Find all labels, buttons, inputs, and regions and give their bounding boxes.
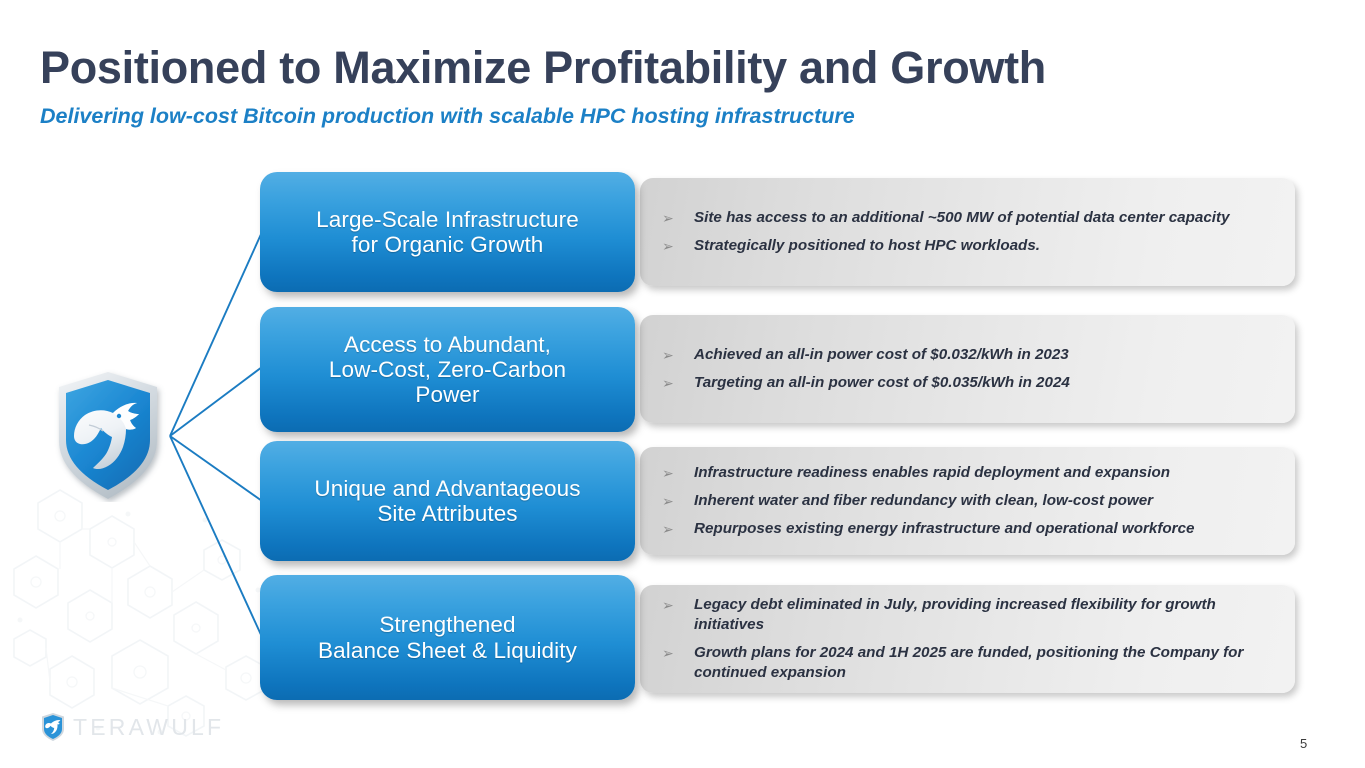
list-item-text: Achieved an all-in power cost of $0.032/… bbox=[694, 345, 1069, 363]
list-item: ➢ Growth plans for 2024 and 1H 2025 are … bbox=[662, 643, 1275, 683]
terawulf-shield-logo bbox=[59, 372, 157, 499]
shield-wolf-icon bbox=[42, 713, 64, 741]
category-box-line: Unique and Advantageous bbox=[314, 475, 581, 501]
list-item-text: Inherent water and fiber redundancy with… bbox=[694, 491, 1154, 509]
arrow-bullet-icon: ➢ bbox=[662, 238, 674, 254]
arrow-bullet-icon: ➢ bbox=[662, 209, 674, 226]
arrow-bullet-icon: ➢ bbox=[662, 596, 674, 613]
arrow-bullet-icon: ➢ bbox=[662, 521, 674, 538]
footer-brand: TERAWULF bbox=[40, 712, 224, 742]
list-item-text: Repurposes existing energy infrastructur… bbox=[694, 520, 1195, 538]
arrow-bullet-icon: ➢ bbox=[662, 464, 674, 481]
list-item-text: Infrastructure readiness enables rapid d… bbox=[694, 463, 1171, 481]
list-item-text: Growth plans for 2024 and 1H 2025 are fu… bbox=[694, 644, 1244, 682]
category-box-line: Large-Scale Infrastructure bbox=[316, 206, 579, 232]
detail-panel: ➢ Legacy debt eliminated in July, provid… bbox=[640, 585, 1295, 693]
category-box-line: Low-Cost, Zero-Carbon bbox=[328, 356, 567, 382]
detail-panel: ➢ Infrastructure readiness enables rapid… bbox=[640, 447, 1295, 555]
page-subtitle: Delivering low-cost Bitcoin production w… bbox=[40, 104, 855, 128]
list-item: ➢ Inherent water and fiber redundancy wi… bbox=[662, 491, 1275, 511]
list-item: ➢ Targeting an all-in power cost of $0.0… bbox=[662, 373, 1275, 393]
category-box[interactable]: Unique and Advantageous Site Attributes bbox=[260, 441, 635, 561]
list-item: ➢ Repurposes existing energy infrastruct… bbox=[662, 519, 1275, 539]
arrow-bullet-icon: ➢ bbox=[662, 492, 674, 509]
list-item: ➢ Site has access to an additional ~500 … bbox=[662, 208, 1275, 228]
page-title: Positioned to Maximize Profitability and… bbox=[40, 42, 1046, 93]
category-box-line: Site Attributes bbox=[377, 501, 518, 526]
arrow-bullet-icon: ➢ bbox=[662, 346, 674, 363]
category-box[interactable]: Access to Abundant, Low-Cost, Zero-Carbo… bbox=[260, 307, 635, 432]
detail-panel: ➢ Site has access to an additional ~500 … bbox=[640, 178, 1295, 286]
arrow-bullet-icon: ➢ bbox=[662, 375, 674, 391]
list-item: ➢ Strategically positioned to host HPC w… bbox=[662, 236, 1275, 256]
list-item: ➢ Legacy debt eliminated in July, provid… bbox=[662, 595, 1275, 635]
list-item: ➢ Achieved an all-in power cost of $0.03… bbox=[662, 345, 1275, 365]
page-number: 5 bbox=[1300, 736, 1308, 751]
category-box-line: Access to Abundant, bbox=[343, 331, 552, 357]
category-box[interactable]: Strengthened Balance Sheet & Liquidity bbox=[260, 575, 635, 700]
list-item-text: Legacy debt eliminated in July, providin… bbox=[694, 595, 1216, 633]
category-box-line: Strengthened bbox=[379, 612, 516, 638]
list-item-text: Strategically positioned to host HPC wor… bbox=[694, 237, 1040, 254]
category-box[interactable]: Large-Scale Infrastructure for Organic G… bbox=[260, 172, 635, 292]
list-item-text: Site has access to an additional ~500 MW… bbox=[694, 208, 1230, 226]
category-box-line: Balance Sheet & Liquidity bbox=[318, 637, 577, 663]
category-box-line: for Organic Growth bbox=[351, 232, 544, 257]
footer-brand-text: TERAWULF bbox=[73, 713, 225, 740]
list-item-text: Targeting an all-in power cost of $0.035… bbox=[694, 374, 1070, 391]
list-item: ➢ Infrastructure readiness enables rapid… bbox=[662, 463, 1275, 483]
detail-panel: ➢ Achieved an all-in power cost of $0.03… bbox=[640, 315, 1295, 423]
category-box-line: Power bbox=[415, 382, 480, 408]
arrow-bullet-icon: ➢ bbox=[662, 645, 674, 661]
